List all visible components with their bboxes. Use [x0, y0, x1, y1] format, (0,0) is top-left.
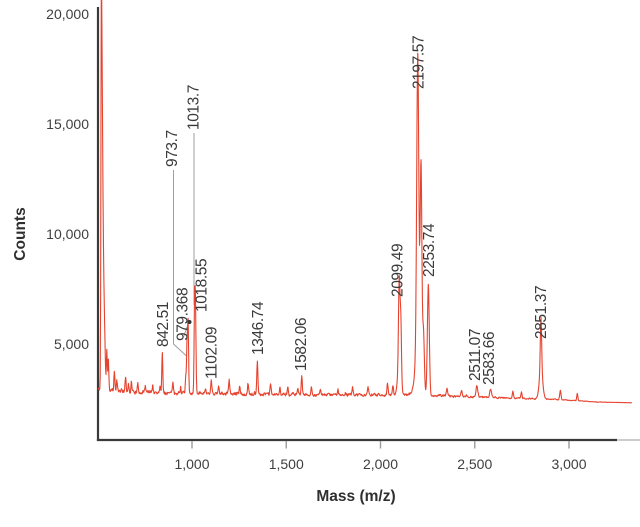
x-axis-title: Mass (m/z) — [316, 488, 395, 505]
peak-label-1018.55: 1018.55 — [194, 259, 211, 312]
leader-line-973.7 — [173, 170, 187, 357]
y-tick-label: 5,000 — [54, 336, 89, 352]
peak-labels: 842.51 973.7 979.368 1013.7 1018.55 1102.09 13… — [155, 36, 550, 385]
spectrum-trace — [97, 0, 632, 404]
peak-label-2099.49: 2099.49 — [390, 244, 407, 297]
peak-label-2851.37: 2851.37 — [533, 286, 550, 339]
y-tick-label: 15,000 — [46, 116, 89, 132]
peak-label-1346.74: 1346.74 — [250, 301, 267, 355]
peak-label-2197.57: 2197.57 — [410, 36, 427, 89]
peak-label-1102.09: 1102.09 — [204, 327, 221, 379]
x-tick-label: 3,000 — [551, 456, 586, 472]
x-tick-label: 2,000 — [363, 456, 398, 472]
x-tick-label: 1,500 — [269, 456, 304, 472]
peak-label-979.368: 979.368 — [175, 288, 192, 341]
axes — [96, 7, 640, 442]
peak-label-842.51: 842.51 — [155, 302, 172, 347]
peak-label-2511.07: 2511.07 — [467, 329, 484, 381]
peak-label-973.7: 973.7 — [164, 130, 181, 167]
peak-label-1582.06: 1582.06 — [293, 318, 310, 371]
peak-label-2583.66: 2583.66 — [481, 332, 498, 385]
y-axis-title: Counts — [12, 207, 29, 260]
x-tick-label: 2,500 — [457, 456, 492, 472]
x-tick-label: 1,000 — [174, 456, 209, 472]
peak-label-1013.7: 1013.7 — [186, 85, 203, 130]
peak-label-2253.74: 2253.74 — [421, 223, 438, 277]
y-tick-label: 20,000 — [46, 6, 89, 22]
y-axis-ticks: 5,000 10,000 15,000 20,000 — [46, 6, 89, 352]
peak-marker-dot-979.368 — [187, 320, 192, 324]
x-axis-ticks: 1,000 1,500 2,000 2,500 3,000 — [174, 441, 587, 472]
peak-markers — [187, 320, 192, 324]
y-tick-label: 10,000 — [46, 226, 89, 242]
